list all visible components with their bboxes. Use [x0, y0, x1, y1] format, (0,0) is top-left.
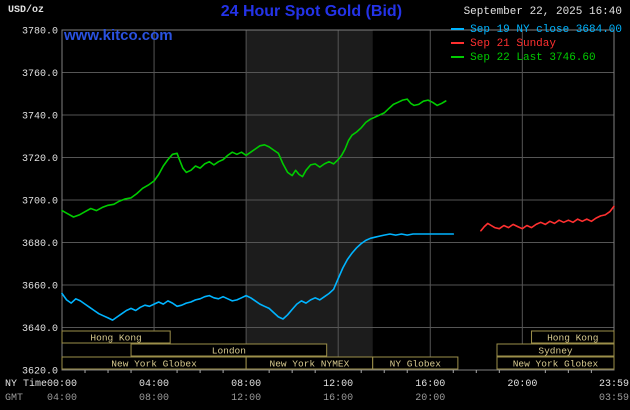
- y-tick-label: 3660.0: [22, 282, 58, 293]
- gmt-axis-label: GMT: [5, 393, 23, 404]
- session-box: [372, 356, 459, 370]
- y-tick-label: 3780.0: [22, 27, 58, 38]
- x-tick-label-ny: 12:00: [323, 379, 353, 390]
- y-tick-label: 3740.0: [22, 112, 58, 123]
- series-sep19-ny-close: [61, 233, 455, 321]
- x-tick-label-ny: 16:00: [415, 379, 445, 390]
- legend-swatch-sep22: [451, 56, 465, 59]
- legend-label-sep19: Sep 19 NY close 3684.00: [470, 24, 622, 36]
- x-tick-label-gmt: 03:59: [599, 393, 629, 404]
- y-tick-label: 3680.0: [22, 239, 58, 250]
- x-tick-label-ny: 08:00: [231, 379, 261, 390]
- legend-item-sep22: Sep 22 Last 3746.60: [451, 51, 622, 65]
- y-tick-label: 3700.0: [22, 197, 58, 208]
- plot-frame: [61, 29, 615, 371]
- y-tick-label: 3640.0: [22, 324, 58, 335]
- session-box: [496, 343, 615, 357]
- series-sep21-sunday: [480, 205, 615, 232]
- session-label: Hong Kong: [90, 333, 141, 344]
- session-label: New York Globex: [111, 359, 197, 370]
- session-label: NY Globex: [390, 359, 442, 370]
- session-box: [496, 356, 615, 370]
- session-box: [130, 343, 328, 357]
- series-sep22-last: [61, 98, 447, 218]
- kitco-watermark[interactable]: www.kitco.com: [64, 27, 173, 44]
- y-tick-label: 3720.0: [22, 154, 58, 165]
- legend-swatch-sep21: [451, 42, 465, 45]
- session-label: Hong Kong: [547, 333, 598, 344]
- y-tick-label: 3620.0: [22, 367, 58, 378]
- x-tick-label-ny: 20:00: [507, 379, 537, 390]
- session-label: London: [212, 346, 246, 357]
- unit-label: USD/oz: [8, 5, 45, 16]
- session-box: [61, 330, 171, 344]
- x-tick-label-ny: 04:00: [139, 379, 169, 390]
- page-title: 24 Hour Spot Gold (Bid): [220, 3, 403, 20]
- session-label: New York NYMEX: [270, 359, 350, 370]
- datetime: September 22, 2025 16:40: [463, 6, 622, 18]
- x-tick-label-gmt: 08:00: [139, 393, 169, 404]
- x-tick-label-gmt: 12:00: [231, 393, 261, 404]
- legend-label-sep21: Sep 21 Sunday: [470, 38, 556, 50]
- x-tick-label-ny: 00:00: [47, 379, 77, 390]
- session-box: [531, 330, 615, 344]
- x-tick-label-gmt: 20:00: [415, 393, 445, 404]
- legend-item-sep21: Sep 21 Sunday: [451, 37, 622, 51]
- session-label: Sydney: [538, 346, 573, 357]
- session-label: New York Globex: [513, 359, 599, 370]
- legend-item-sep19: Sep 19 NY close 3684.00: [451, 23, 622, 37]
- y-tick-label: 3760.0: [22, 69, 58, 80]
- legend-label-sep22: Sep 22 Last 3746.60: [470, 52, 596, 64]
- legend-swatch-sep19: [451, 28, 465, 31]
- x-tick-label-gmt: 16:00: [323, 393, 353, 404]
- ny-time-axis-label: NY Time: [5, 378, 47, 390]
- x-tick-label-gmt: 04:00: [47, 393, 77, 404]
- legend: Sep 19 NY close 3684.00 Sep 21 Sunday Sep …: [451, 23, 622, 65]
- x-tick-label-ny: 23:59: [599, 379, 629, 390]
